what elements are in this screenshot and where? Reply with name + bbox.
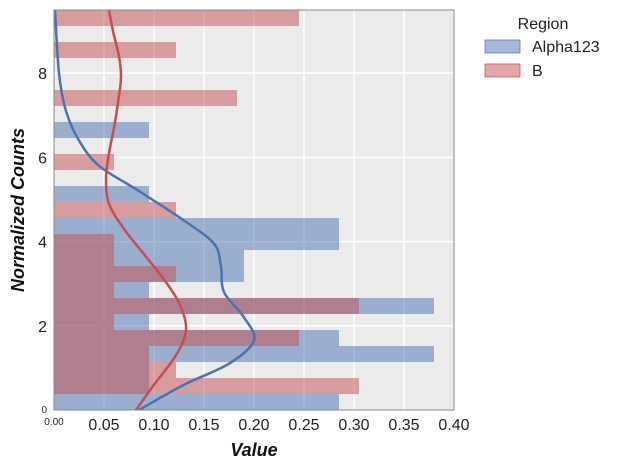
legend-title: Region	[518, 16, 569, 33]
bar-b	[54, 250, 114, 266]
y-tick-label: 4	[38, 235, 47, 252]
x-tick-label: 0.00	[44, 417, 64, 428]
bar-b	[54, 282, 114, 298]
bar-b	[54, 154, 114, 170]
y-tick-label: 6	[38, 150, 47, 167]
x-tick-label: 0.35	[388, 417, 419, 434]
bar-b	[54, 234, 114, 250]
x-axis-ticks: 0.00 0.05 0.10 0.15 0.20 0.25 0.30 0.35 0.40	[44, 417, 469, 434]
bar-b	[54, 266, 176, 282]
bars	[54, 10, 434, 410]
x-axis-label: Value	[230, 440, 277, 460]
legend: Region Alpha123 B	[484, 16, 600, 80]
bar-b	[54, 330, 299, 346]
legend-label-b: B	[532, 63, 543, 80]
plot-frame	[53, 9, 455, 411]
x-tick-label: 0.15	[188, 417, 219, 434]
y-tick-label: 8	[38, 66, 47, 83]
y-tick-label: 2	[38, 319, 47, 336]
bar-b	[54, 42, 176, 58]
bar-b	[54, 90, 237, 106]
y-axis-ticks: 0 2 4 6 8	[38, 66, 47, 416]
bar-b	[54, 378, 359, 394]
bar-alpha123	[54, 186, 149, 202]
x-tick-label: 0.20	[238, 417, 269, 434]
legend-swatch-alpha123	[484, 39, 521, 54]
bar-b	[54, 362, 176, 378]
bar-b	[54, 314, 114, 330]
x-tick-label: 0.10	[138, 417, 169, 434]
kde-line-b	[104, 10, 188, 410]
bar-b	[54, 202, 176, 218]
x-tick-label: 0.30	[338, 417, 369, 434]
y-axis-label: Normalized Counts	[8, 128, 28, 292]
x-tick-label: 0.40	[438, 417, 469, 434]
y-tick-label: 0	[41, 405, 47, 416]
legend-swatch-b	[484, 63, 521, 78]
bar-alpha123	[54, 122, 149, 138]
bar-alpha123	[54, 234, 339, 250]
bar-b	[54, 10, 299, 26]
bar-alpha123	[54, 394, 339, 410]
x-tick-label: 0.25	[288, 417, 319, 434]
legend-label-alpha123: Alpha123	[532, 39, 600, 56]
bar-b	[54, 346, 149, 362]
x-tick-label: 0.05	[88, 417, 119, 434]
bar-b	[54, 298, 359, 314]
kde-line-alpha123	[54, 10, 256, 410]
bar-alpha123	[54, 218, 339, 234]
kde-curves	[54, 10, 256, 410]
